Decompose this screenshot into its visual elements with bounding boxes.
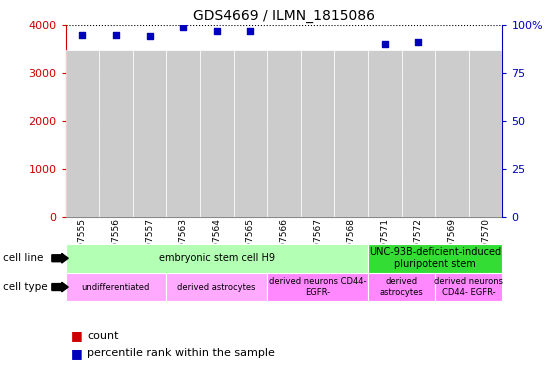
Point <box>414 39 423 45</box>
Bar <box>442 207 462 217</box>
Text: cell line: cell line <box>3 253 43 263</box>
Bar <box>368 273 435 301</box>
Point <box>347 55 355 61</box>
Bar <box>267 50 301 217</box>
Text: derived neurons CD44-
EGFR-: derived neurons CD44- EGFR- <box>269 277 366 297</box>
Bar <box>267 273 368 301</box>
Title: GDS4669 / ILMN_1815086: GDS4669 / ILMN_1815086 <box>193 8 375 23</box>
Point <box>78 31 87 38</box>
Text: derived astrocytes: derived astrocytes <box>177 283 256 291</box>
Bar <box>435 50 468 217</box>
Bar <box>206 75 227 217</box>
Text: percentile rank within the sample: percentile rank within the sample <box>87 348 275 358</box>
Point <box>111 31 120 38</box>
Bar <box>435 273 502 301</box>
Bar <box>139 134 159 217</box>
Text: embryonic stem cell H9: embryonic stem cell H9 <box>159 253 275 263</box>
Bar <box>334 50 368 217</box>
Point <box>313 58 322 65</box>
Bar <box>234 50 267 217</box>
Bar <box>476 209 496 217</box>
Point <box>381 41 389 47</box>
Text: UNC-93B-deficient-induced
pluripotent stem: UNC-93B-deficient-induced pluripotent st… <box>369 247 501 269</box>
Bar <box>274 199 294 217</box>
Bar <box>408 141 429 217</box>
Text: ■: ■ <box>71 329 83 343</box>
Bar <box>200 50 234 217</box>
Text: ■: ■ <box>71 347 83 360</box>
Text: cell type: cell type <box>3 282 48 292</box>
Point <box>280 56 288 63</box>
Point <box>481 70 490 76</box>
Bar <box>167 50 200 217</box>
Bar <box>375 153 395 217</box>
Text: count: count <box>87 331 119 341</box>
Bar <box>368 50 401 217</box>
Bar <box>66 244 368 273</box>
Bar <box>468 50 502 217</box>
Bar <box>66 273 167 301</box>
Bar <box>72 119 92 217</box>
Bar <box>99 50 133 217</box>
Bar <box>106 108 126 217</box>
Bar <box>307 201 328 217</box>
Bar <box>133 50 167 217</box>
Text: derived
astrocytes: derived astrocytes <box>379 277 423 297</box>
Bar <box>401 50 435 217</box>
Bar <box>368 244 502 273</box>
Bar <box>301 50 334 217</box>
Bar <box>240 77 260 217</box>
Bar <box>173 65 193 217</box>
Bar <box>66 50 99 217</box>
Bar <box>341 194 361 217</box>
Point <box>179 24 187 30</box>
Point <box>145 33 154 40</box>
Point <box>448 68 456 74</box>
Text: derived neurons
CD44- EGFR-: derived neurons CD44- EGFR- <box>434 277 503 297</box>
Bar <box>167 273 267 301</box>
Text: undifferentiated: undifferentiated <box>82 283 150 291</box>
Point <box>212 28 221 34</box>
Point <box>246 28 254 34</box>
